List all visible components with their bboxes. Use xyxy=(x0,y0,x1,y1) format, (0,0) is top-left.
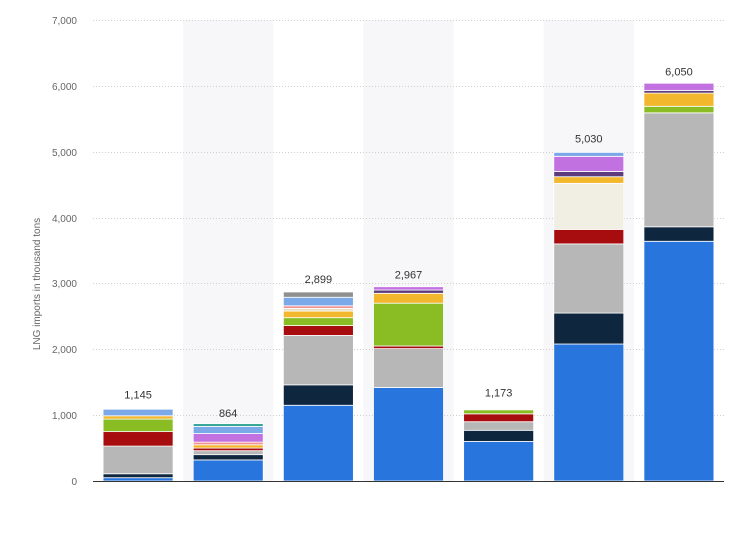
bar-0-segment-2 xyxy=(102,445,174,475)
bar-6-segment-2 xyxy=(643,112,715,228)
y-tick-label-6: 6,000 xyxy=(52,82,77,93)
bar-6-segment-6 xyxy=(643,92,715,107)
bar-4-segment-5 xyxy=(463,409,535,415)
bar-2-segment-6 xyxy=(282,310,354,319)
bar-3-segment-2 xyxy=(373,348,444,388)
bar-2-segment-2 xyxy=(282,335,354,386)
y-tick-label-7: 7,000 xyxy=(52,16,77,27)
bar-5-segment-9 xyxy=(553,171,625,178)
bar-2-segment-5 xyxy=(282,317,354,326)
bar-3-segment-9 xyxy=(373,289,444,294)
bar-6-segment-1 xyxy=(643,226,715,242)
bar-0-segment-3 xyxy=(102,431,174,447)
bar-5-segment-6 xyxy=(553,176,625,184)
y-tick-label-0: 0 xyxy=(71,477,77,488)
y-tick-label-2: 2,000 xyxy=(52,345,77,356)
bar-5-segment-2 xyxy=(553,243,625,314)
total-label-4: 1,173 xyxy=(485,388,513,400)
bar-0-segment-0 xyxy=(102,477,174,482)
total-labels: 1,145 864 2,899 2,967 1,173 5,030 6,050 xyxy=(124,67,692,421)
total-label-1: 864 xyxy=(219,408,237,420)
bar-6-segment-0 xyxy=(643,240,715,482)
bar-2-segment-1 xyxy=(282,384,354,406)
bar-4-segment-3 xyxy=(463,413,535,423)
bar-3-segment-6 xyxy=(373,292,444,304)
bar-6-segment-5 xyxy=(643,105,715,114)
bar-1-segment-0 xyxy=(192,459,264,482)
y-tick-label-1: 1,000 xyxy=(52,411,77,422)
y-axis-title: LNG imports in thousand tons xyxy=(32,218,43,350)
band-1 xyxy=(183,20,274,481)
bar-4-segment-2 xyxy=(463,421,535,431)
bar-5-segment-3 xyxy=(553,229,625,245)
bar-0-segment-6 xyxy=(102,415,174,420)
y-tick-label-3: 3,000 xyxy=(52,279,77,290)
bar-2-segment-11 xyxy=(282,296,354,307)
bar-5-segment-0 xyxy=(553,343,625,482)
bar-5-segment-10 xyxy=(553,155,625,172)
bar-6-segment-10 xyxy=(643,82,715,91)
bar-0-segment-11 xyxy=(102,408,174,417)
bar-2-segment-13 xyxy=(282,291,354,298)
total-label-6: 6,050 xyxy=(665,67,693,79)
bar-3-segment-5 xyxy=(373,302,444,347)
y-tick-label-5: 5,000 xyxy=(52,148,77,159)
y-tick-label-4: 4,000 xyxy=(52,214,77,225)
total-label-2: 2,899 xyxy=(305,274,333,286)
y-axis-ticks: 0 1,000 2,000 3,000 4,000 5,000 6,000 7,000 xyxy=(52,16,77,488)
bar-4-segment-0 xyxy=(463,441,535,482)
bar-5-segment-11 xyxy=(553,151,625,157)
bar-2-segment-0 xyxy=(282,404,354,482)
bar-1-segment-11 xyxy=(192,425,264,434)
bar-5-segment-1 xyxy=(553,312,625,345)
bar-1-segment-10 xyxy=(192,433,264,443)
bar-0-segment-5 xyxy=(102,418,174,433)
bar-0-segment-1 xyxy=(102,473,174,479)
total-label-3: 2,967 xyxy=(395,270,423,282)
bar-1-segment-1 xyxy=(192,454,264,461)
bar-1-segment-6 xyxy=(192,444,264,449)
bar-5-segment-4 xyxy=(553,182,625,230)
total-label-0: 1,145 xyxy=(124,390,152,402)
bar-4-segment-1 xyxy=(463,429,535,442)
bar-1-segment-12 xyxy=(192,423,264,427)
total-label-5: 5,030 xyxy=(575,134,603,146)
bars xyxy=(102,82,715,482)
bar-3-segment-10 xyxy=(373,286,444,291)
bar-1-segment-2 xyxy=(192,450,264,456)
bar-2-segment-3 xyxy=(282,325,354,336)
bar-3-segment-0 xyxy=(373,387,444,482)
